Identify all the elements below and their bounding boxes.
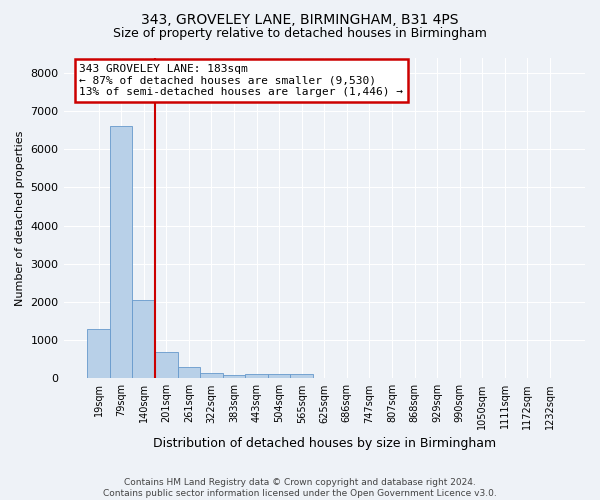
- X-axis label: Distribution of detached houses by size in Birmingham: Distribution of detached houses by size …: [153, 437, 496, 450]
- Text: 343 GROVELEY LANE: 183sqm
← 87% of detached houses are smaller (9,530)
13% of se: 343 GROVELEY LANE: 183sqm ← 87% of detac…: [79, 64, 403, 97]
- Bar: [87, 328, 110, 378]
- Bar: [290, 374, 313, 378]
- Bar: [200, 374, 223, 378]
- Text: Contains HM Land Registry data © Crown copyright and database right 2024.
Contai: Contains HM Land Registry data © Crown c…: [103, 478, 497, 498]
- Bar: [110, 126, 133, 378]
- Bar: [245, 374, 268, 378]
- Y-axis label: Number of detached properties: Number of detached properties: [15, 130, 25, 306]
- Bar: [268, 374, 290, 378]
- Bar: [178, 367, 200, 378]
- Text: 343, GROVELEY LANE, BIRMINGHAM, B31 4PS: 343, GROVELEY LANE, BIRMINGHAM, B31 4PS: [141, 12, 459, 26]
- Bar: [223, 376, 245, 378]
- Bar: [155, 352, 178, 378]
- Text: Size of property relative to detached houses in Birmingham: Size of property relative to detached ho…: [113, 28, 487, 40]
- Bar: [133, 300, 155, 378]
